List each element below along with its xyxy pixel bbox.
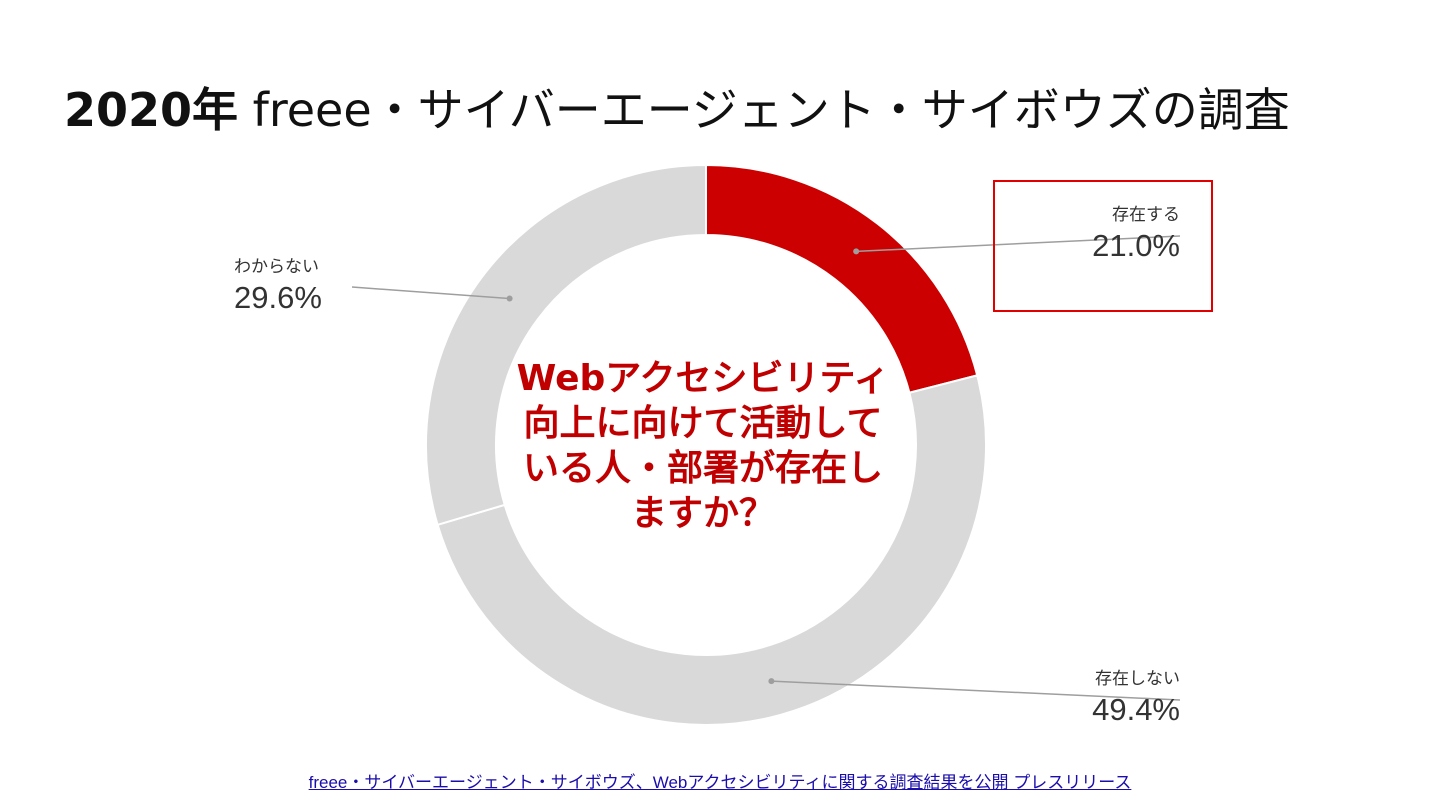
- center-line-3: いる人・部署が存在し: [522, 448, 883, 489]
- slice-label-value: 21.0%: [1092, 228, 1180, 263]
- slice-label-name: わからない: [234, 257, 319, 277]
- source-footer: freee・サイバーエージェント・サイボウズ、Webアクセシビリティに関する調査…: [0, 768, 1440, 793]
- slice-exists-leader-line: [856, 235, 1181, 253]
- slice-unknown: [425, 163, 707, 527]
- slice-label-name: 存在しない: [1095, 669, 1180, 689]
- legend-label-exists: 存在する 21.0%: [1092, 204, 1180, 266]
- center-line-1: Webアクセシビリティ: [516, 358, 890, 399]
- slice-unknown-leader-line: [351, 286, 510, 300]
- source-link[interactable]: freee・サイバーエージェント・サイボウズ、Webアクセシビリティに関する調査…: [308, 773, 1132, 792]
- title-year: 2020年: [64, 83, 239, 137]
- slice-not-exists: [436, 374, 987, 726]
- highlight-box: [993, 180, 1213, 312]
- slice-label-value: 29.6%: [234, 280, 322, 315]
- center-line-2: 向上に向けて活動して: [523, 403, 883, 444]
- slice-not-exists-leader-line: [771, 680, 1181, 701]
- legend-label-not-exists: 存在しない 49.4%: [1092, 668, 1180, 730]
- title-text: freee・サイバーエージェント・サイボウズの調査: [238, 83, 1290, 137]
- slice-not-exists-leader-dot: [768, 678, 775, 685]
- chart-center-question: Webアクセシビリティ 向上に向けて活動して いる人・部署が存在し ますか？: [503, 356, 903, 536]
- slice-label-value: 49.4%: [1092, 692, 1180, 727]
- center-line-4: ますか？: [630, 493, 775, 534]
- slice-unknown-leader-dot: [506, 295, 513, 302]
- legend-label-unknown: わからない 29.6%: [234, 256, 322, 318]
- slice-label-name: 存在する: [1112, 205, 1180, 225]
- page-title: 2020年 freee・サイバーエージェント・サイボウズの調査: [64, 78, 1290, 142]
- slice-exists-leader-dot: [853, 248, 860, 255]
